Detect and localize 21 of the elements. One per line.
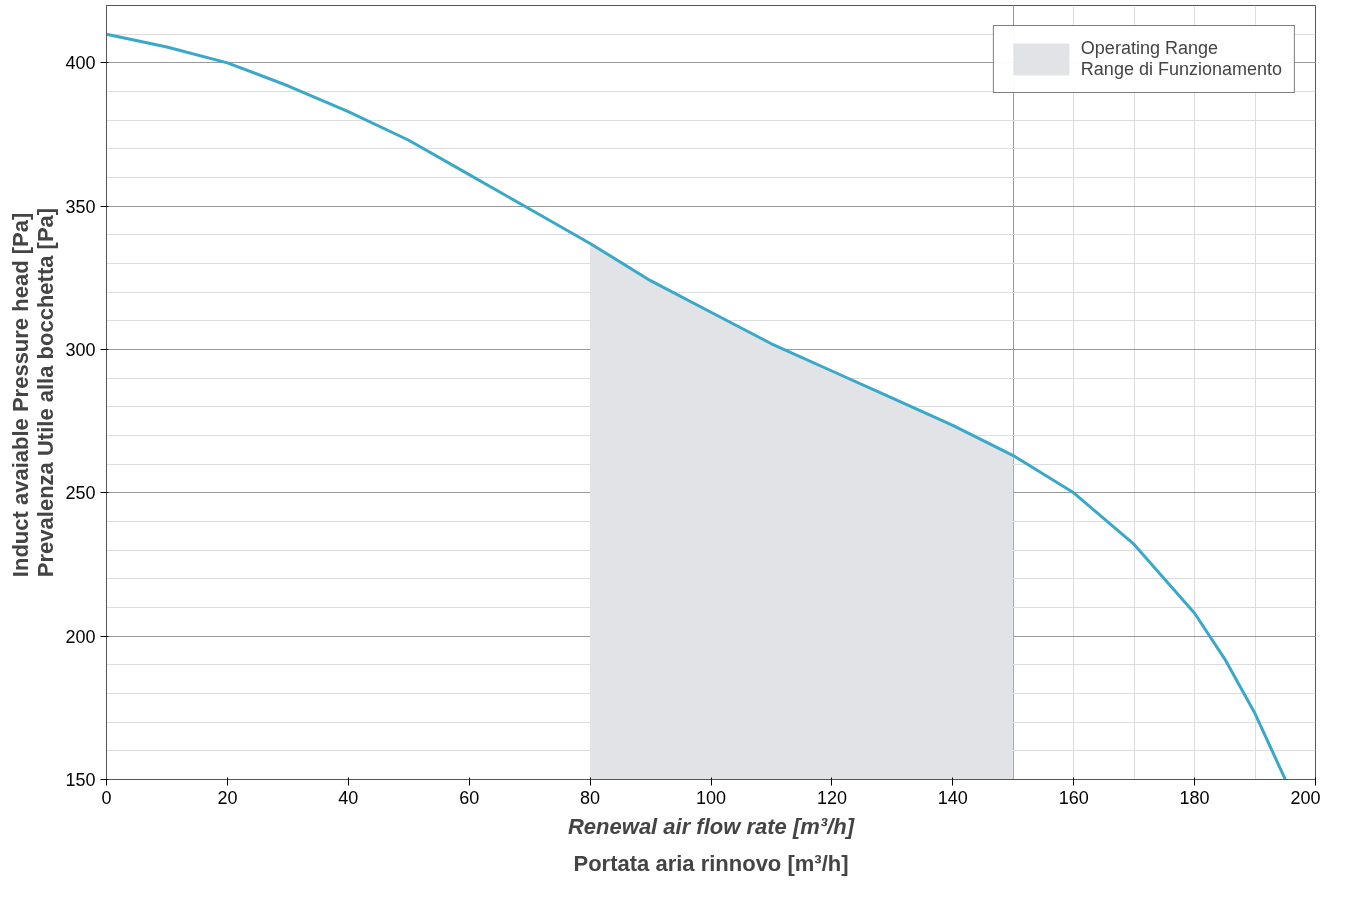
x-tick-label: 160 xyxy=(1058,787,1089,808)
y-tick-label: 200 xyxy=(65,626,96,647)
y-tick-label: 150 xyxy=(65,770,96,790)
y-tick-label: 350 xyxy=(65,196,96,217)
x-tick-label: 40 xyxy=(338,787,359,808)
x-tick-label: 80 xyxy=(580,787,601,808)
y-tick-label: 250 xyxy=(65,483,96,504)
x-tick-label: 140 xyxy=(937,787,968,808)
line-series xyxy=(106,32,1287,780)
x-axis-title: Renewal air flow rate [m³/h] Portata aria rinnovo [m³/h] xyxy=(567,813,855,876)
x-tick-label: 180 xyxy=(1179,787,1210,808)
x-tick-label: 200 xyxy=(1290,787,1321,808)
x-tick-label: 60 xyxy=(459,787,480,808)
legend-label: Operating Range Range di Funzionamento xyxy=(1080,38,1282,80)
x-tick-label: 100 xyxy=(695,787,727,808)
y-axis-title: Induct avaiable Pressure head [Pa] Prevalenza Utile alla bocchetta [Pa] xyxy=(7,207,58,578)
y-tick-label: 400 xyxy=(65,53,96,74)
x-tick-label: 20 xyxy=(217,787,238,808)
y-tick-label: 300 xyxy=(65,340,96,360)
x-tick-label: 0 xyxy=(101,787,112,808)
x-tick-label: 120 xyxy=(816,787,847,808)
